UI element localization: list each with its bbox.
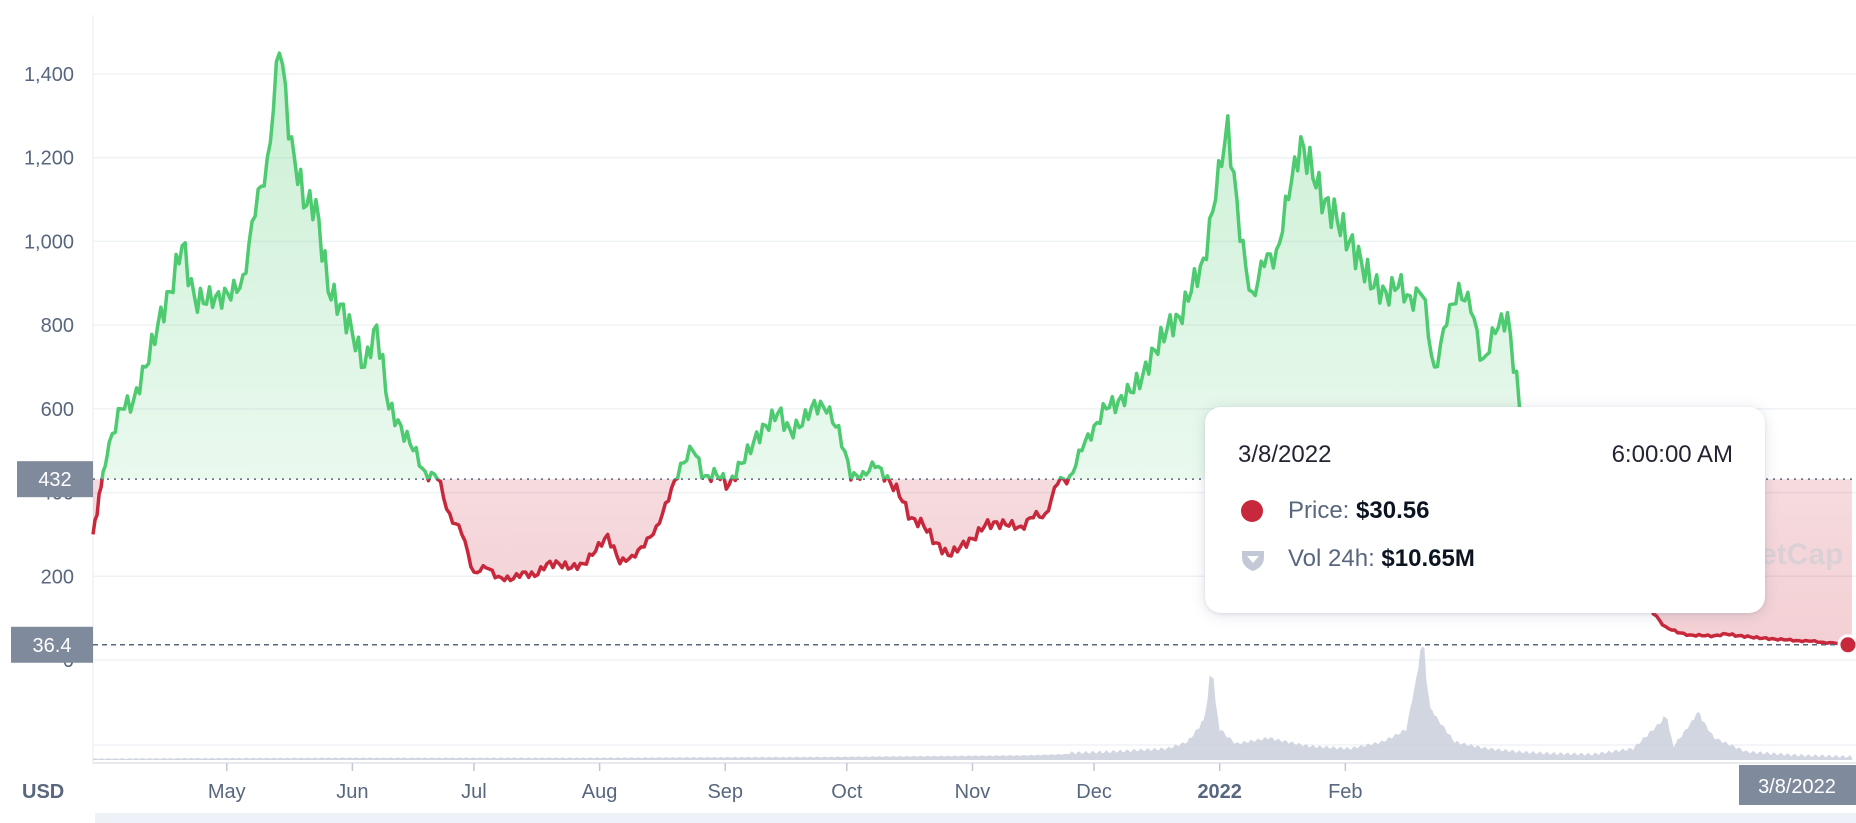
y-tick-label: 1,200 [24, 148, 74, 170]
tooltip-volume-label: Vol 24h: [1288, 545, 1375, 572]
volume-bars [93, 647, 1852, 760]
markers: 432 36.4 3/8/2022 [11, 461, 1856, 805]
tooltip-price-label: Price: [1288, 497, 1350, 524]
watermark: etCap [1760, 538, 1843, 571]
x-tick-label: Oct [831, 781, 863, 803]
x-tick-label: Jun [336, 781, 368, 803]
date-badge [1739, 765, 1856, 805]
volume-area [93, 647, 1852, 760]
tooltip: 3/8/2022 6:00:00 AM Price: $30.56 Vol 24… [1205, 407, 1765, 613]
tooltip-time: 6:00:00 AM [1611, 441, 1733, 468]
x-tick-label: Feb [1328, 781, 1362, 803]
price-line-above [100, 51, 1553, 480]
price-area [93, 53, 1852, 645]
x-tick-label: 2022 [1197, 781, 1242, 803]
currency-label: USD [22, 781, 64, 803]
tooltip-volume: Vol 24h: $10.65M [1288, 545, 1475, 573]
current-price-badge-label: 36.4 [33, 635, 72, 657]
tooltip-price: Price: $30.56 [1288, 497, 1429, 525]
volume-shield-icon [1242, 551, 1264, 571]
date-badge-label: 3/8/2022 [1758, 776, 1836, 798]
area-above-baseline [102, 53, 1552, 480]
tooltip-price-value: $30.56 [1356, 497, 1430, 524]
x-tick-label: Sep [707, 781, 743, 803]
x-tick-label: May [208, 781, 246, 803]
x-tick-label: Jul [461, 781, 487, 803]
x-tick-label: Nov [955, 781, 991, 803]
y-tick-label: 200 [41, 566, 74, 588]
area-below-baseline [93, 479, 1852, 645]
baseline-badge-label: 432 [38, 469, 71, 491]
y-tick-label: 1,400 [24, 64, 74, 86]
current-price-badge [11, 626, 93, 663]
y-tick-label: 800 [41, 315, 74, 337]
tooltip-volume-value: $10.65M [1381, 545, 1475, 572]
x-tick-label: Dec [1076, 781, 1112, 803]
y-tick-label: 600 [41, 399, 74, 421]
baseline-badge [17, 461, 93, 498]
x-tick-label: Aug [582, 781, 618, 803]
y-tick-label: 1,000 [24, 231, 74, 253]
tooltip-date: 3/8/2022 [1238, 441, 1332, 468]
hover-point[interactable] [1837, 634, 1856, 656]
range-scrollbar[interactable] [95, 813, 1856, 823]
price-dot-icon [1241, 500, 1263, 522]
